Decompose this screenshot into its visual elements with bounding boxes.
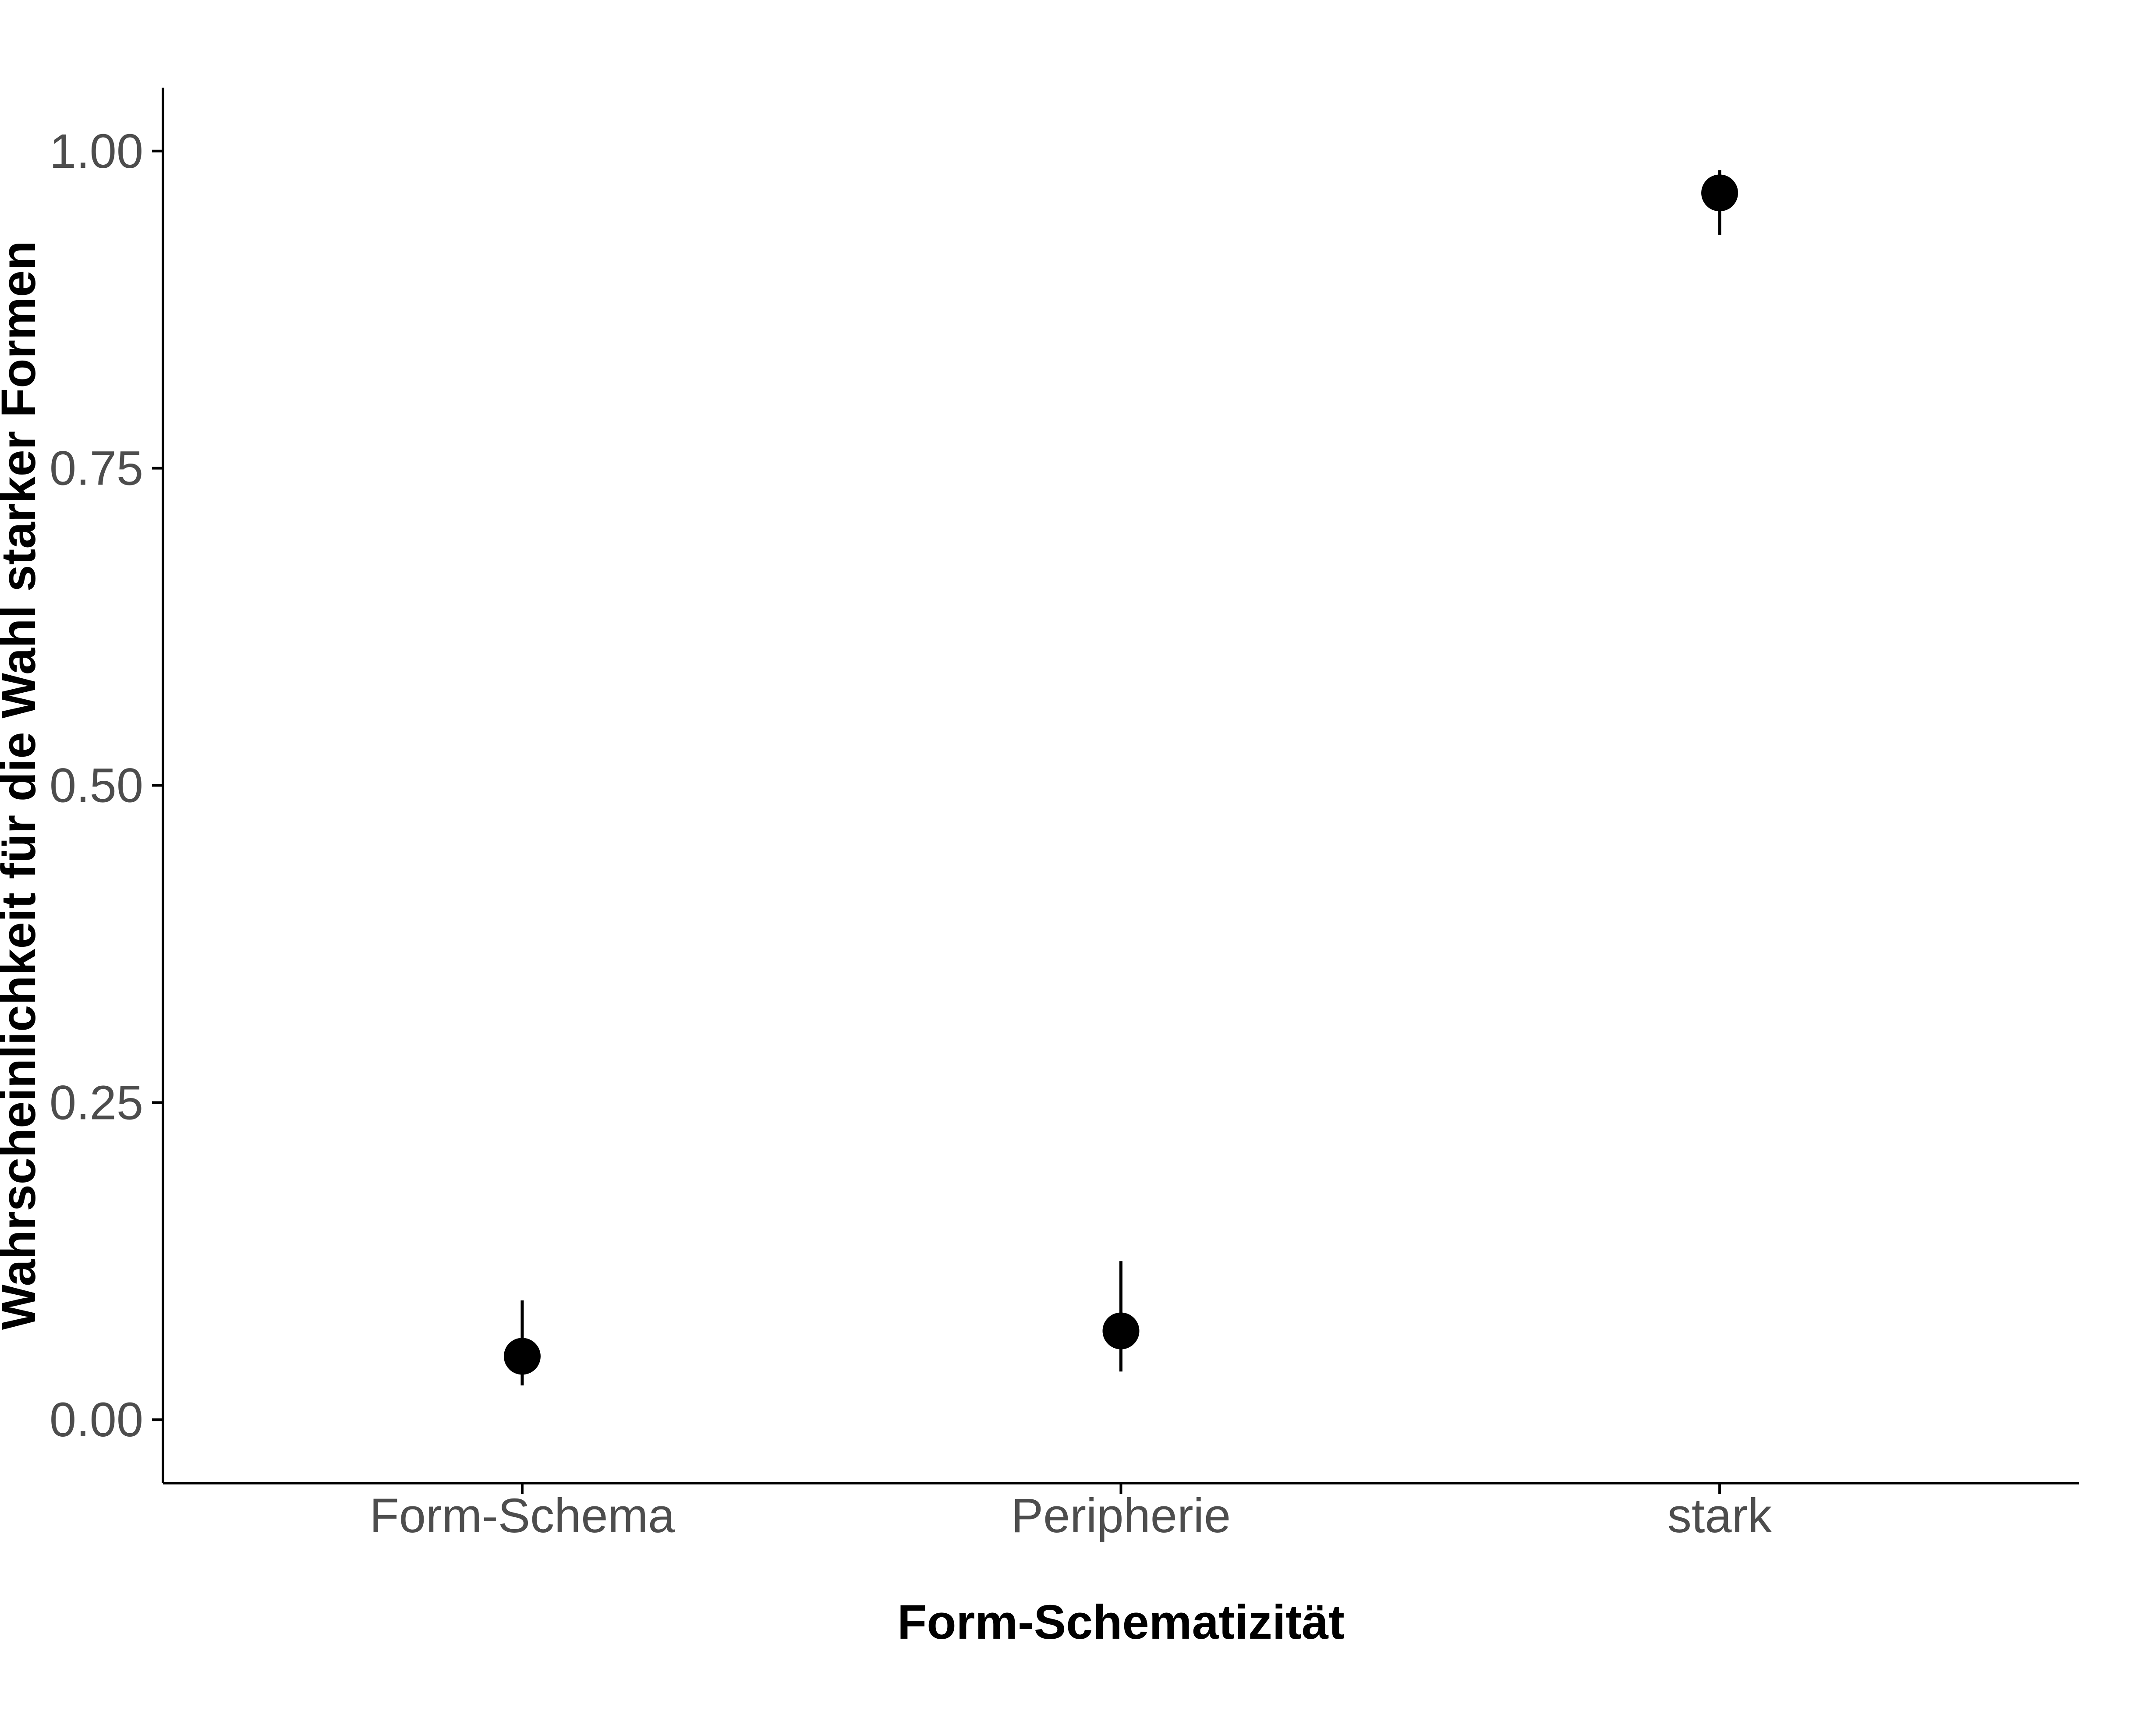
x-tick-label: stark: [1667, 1489, 1772, 1543]
x-axis-ticks: Form-Schema Peripherie stark: [370, 1483, 1772, 1543]
x-tick-label: Peripherie: [1011, 1489, 1231, 1543]
y-tick-label: 0.75: [50, 442, 143, 496]
data-point: [1701, 174, 1738, 212]
y-axis-ticks: 0.00 0.25 0.50 0.75 1.00: [50, 124, 163, 1447]
y-tick-label: 0.50: [50, 759, 143, 813]
x-tick-label: Form-Schema: [370, 1489, 676, 1543]
x-axis-title: Form-Schematizität: [897, 1595, 1345, 1649]
data-point: [1102, 1312, 1140, 1350]
data-point: [503, 1338, 541, 1375]
y-axis-title: Wahrscheinlichkeit für die Wahl starker …: [0, 241, 46, 1330]
y-tick-label: 1.00: [50, 124, 143, 178]
data-marks: [503, 170, 1738, 1386]
y-tick-label: 0.25: [50, 1076, 143, 1130]
y-tick-label: 0.00: [50, 1393, 143, 1447]
